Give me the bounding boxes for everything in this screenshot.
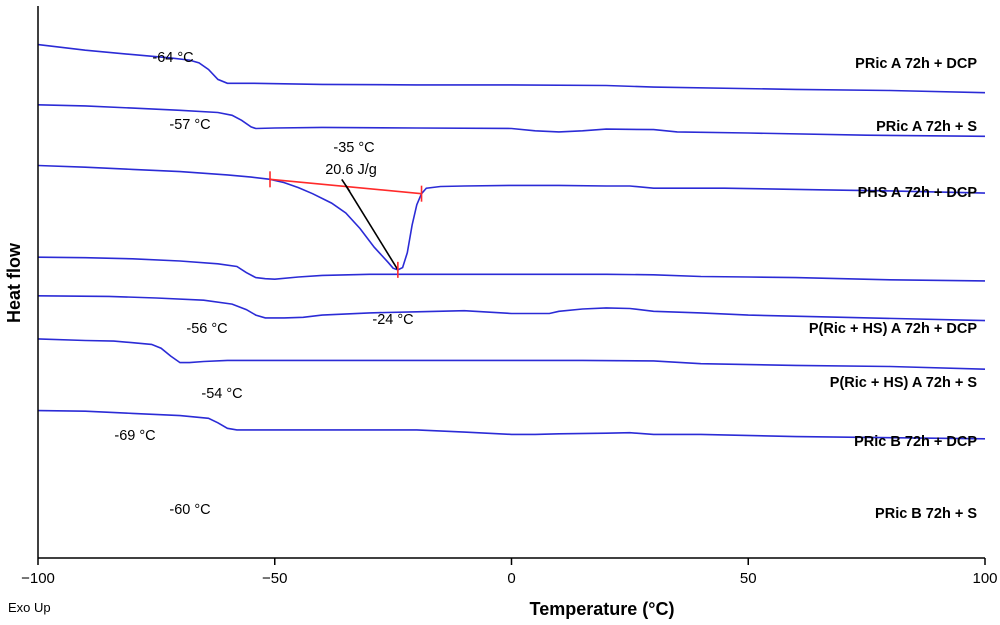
- y-axis-title: Heat flow: [4, 242, 24, 323]
- transition-temperature-label: -69 °C: [114, 428, 155, 444]
- series-label: PRic A 72h + DCP: [855, 56, 977, 72]
- series-label: PHS A 72h + DCP: [858, 185, 978, 201]
- transition-temperature-label: -56 °C: [186, 321, 227, 337]
- series-line: [37, 43, 986, 94]
- series-labels: PRic A 72h + DCP -64 °C PRic A 72h + S -57 …: [114, 50, 977, 522]
- transition-temperature-label: -64 °C: [152, 50, 193, 66]
- x-ticks: −100 −50 0 50 100: [21, 558, 998, 587]
- series-line: [37, 104, 986, 138]
- series-line: [37, 256, 986, 282]
- series-line: [37, 164, 986, 271]
- transition-temperature-label: -54 °C: [201, 386, 242, 402]
- series-label: PRic B 72h + DCP: [854, 434, 977, 450]
- enthalpy-annotation: 20.6 J/g: [325, 162, 377, 178]
- construction-lines: [269, 171, 423, 278]
- x-tick-label: −50: [262, 570, 287, 587]
- series-label: P(Ric + HS) A 72h + S: [830, 375, 978, 391]
- onset-temperature-annotation: -35 °C: [333, 140, 374, 156]
- series-label: PRic B 72h + S: [875, 506, 977, 522]
- x-tick-label: 50: [740, 570, 757, 587]
- series-label: PRic A 72h + S: [876, 119, 977, 135]
- series-label: P(Ric + HS) A 72h + DCP: [809, 321, 977, 337]
- x-tick-label: −100: [21, 570, 55, 587]
- onset-marker-tick: [341, 178, 351, 192]
- x-tick-label: 0: [507, 570, 515, 587]
- exo-up-note: Exo Up: [8, 600, 51, 615]
- series-layer: [37, 43, 986, 440]
- series-line: [37, 295, 986, 322]
- series-line: [37, 409, 986, 440]
- transition-temperature-label: -60 °C: [169, 502, 210, 518]
- x-axis-title: Temperature (°C): [530, 599, 675, 619]
- x-tick-label: 100: [972, 570, 997, 587]
- transition-temperature-label: -57 °C: [169, 117, 210, 133]
- peak-marker-line: [345, 184, 399, 271]
- peak-temperature-annotation: -24 °C: [372, 312, 413, 328]
- series-line: [37, 338, 986, 370]
